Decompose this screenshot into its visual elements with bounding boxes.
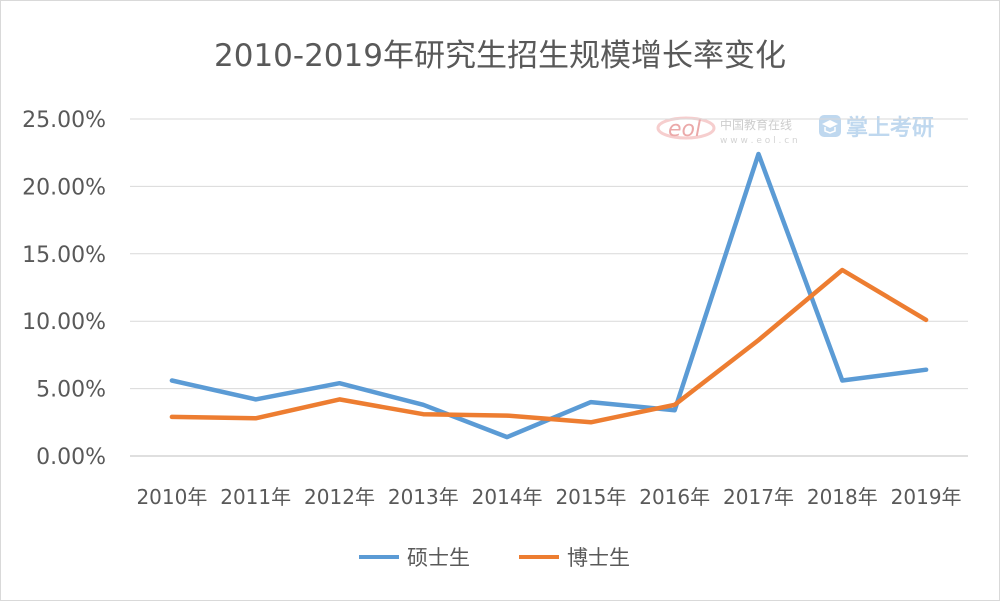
x-category-label: 2014年 [472,485,543,509]
legend: 硕士生 博士生 [359,546,630,570]
y-tick-label: 5.00% [36,378,106,403]
x-category-label: 2019年 [891,485,962,509]
eol-cn-text: 中国教育在线 [720,117,792,132]
graduation-cap-icon [819,115,841,137]
eol-url-text: w w w . e o l . c n [720,136,798,146]
x-axis-categories: 2010年 2011年 2012年 2013年 2014年 2015年 2016年 2017年… [136,485,961,509]
y-tick-label: 25.00% [22,108,106,133]
y-tick-label: 0.00% [36,445,106,470]
x-category-label: 2011年 [220,485,291,509]
x-category-label: 2017年 [723,485,794,509]
y-tick-label: 15.00% [22,243,106,268]
app-name-text: 掌上考研 [846,116,934,141]
eol-logo-text: eol [668,117,701,142]
chart-title: 2010-2019年研究生招生规模增长率变化 [214,38,786,74]
eol-logo-icon: eol [656,116,716,142]
x-category-label: 2013年 [388,485,459,509]
y-tick-label: 20.00% [22,175,106,200]
y-tick-label: 10.00% [22,310,106,335]
watermark: eol 中国教育在线 w w w . e o l . c n 掌上考研 [656,115,934,146]
x-category-label: 2016年 [639,485,710,509]
series-lines [169,151,929,440]
x-category-label: 2018年 [807,485,878,509]
legend-label-doctor: 博士生 [567,546,630,570]
x-category-label: 2012年 [304,485,375,509]
legend-label-master: 硕士生 [407,546,470,570]
y-axis-ticks: 0.00% 5.00% 10.00% 15.00% 20.00% 25.00% [22,108,106,470]
x-category-label: 2010年 [136,485,207,509]
x-category-label: 2015年 [555,485,626,509]
gridlines [130,118,968,457]
series-line-doctor [169,267,929,425]
